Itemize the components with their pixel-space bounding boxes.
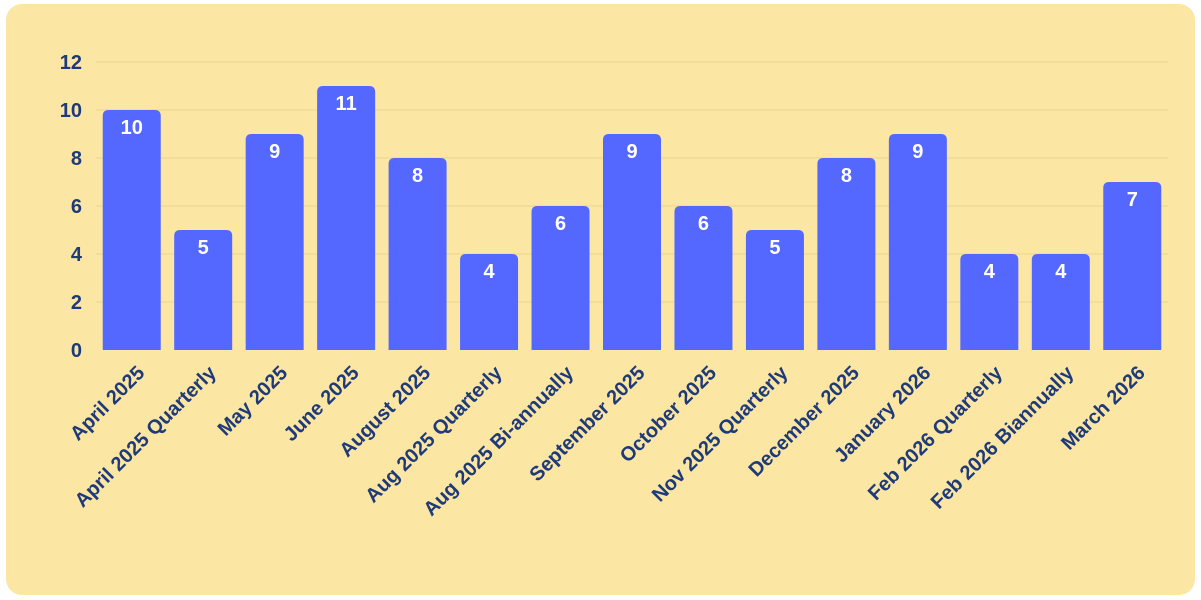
bar [1031, 254, 1090, 350]
y-tick-label: 8 [71, 148, 82, 170]
y-axis-ticks: 0 2 4 6 8 10 12 [60, 52, 83, 362]
bar [174, 230, 233, 350]
data-labels: 10 5 9 11 8 4 6 9 6 5 8 9 4 4 7 [121, 93, 1138, 283]
bar [102, 110, 161, 350]
x-tick-label: Aug 2025 Quarterly [361, 361, 507, 507]
bar-value-label: 4 [484, 261, 496, 283]
bar-value-label: 7 [1127, 189, 1138, 211]
bar-value-label: 4 [1055, 261, 1067, 283]
bar-value-label: 4 [984, 261, 996, 283]
y-tick-label: 2 [71, 292, 82, 314]
bar-value-label: 9 [912, 141, 923, 163]
bar-value-label: 10 [121, 117, 143, 139]
x-tick-label: Feb 2026 Quarterly [864, 361, 1008, 505]
bar [817, 158, 876, 350]
bar [1103, 182, 1162, 350]
bar-value-label: 5 [198, 237, 209, 259]
bar-value-label: 8 [412, 165, 423, 187]
y-tick-label: 0 [71, 340, 82, 362]
bar [745, 230, 804, 350]
bar [960, 254, 1019, 350]
bar-chart: 0 2 4 6 8 10 12 10 5 9 11 8 4 6 9 6 5 8 9 4 4 7 April 2025Ap… [60, 52, 1168, 521]
x-tick-label: Feb 2026 Biannually [927, 361, 1079, 513]
bar [317, 86, 376, 350]
bar [603, 134, 661, 350]
bar [888, 134, 947, 350]
y-tick-label: 10 [60, 100, 82, 122]
bar-value-label: 11 [336, 93, 357, 115]
y-tick-label: 12 [60, 52, 82, 74]
y-tick-label: 6 [71, 196, 82, 218]
bar-value-label: 9 [269, 141, 280, 163]
y-tick-label: 4 [71, 244, 83, 266]
bar [460, 254, 519, 350]
bar-value-label: 6 [555, 213, 566, 235]
bar [531, 206, 590, 350]
bar [245, 134, 304, 350]
bar-value-label: 5 [769, 237, 780, 259]
x-tick-label: April 2025 Quarterly [71, 361, 222, 512]
bar-value-label: 9 [626, 141, 637, 163]
bars [102, 86, 1162, 350]
bar [388, 158, 447, 350]
bar-value-label: 8 [841, 165, 852, 187]
chart-card: 0 2 4 6 8 10 12 10 5 9 11 8 4 6 9 6 5 8 9 4 4 7 April 2025 Ap… [6, 4, 1195, 595]
x-tick-label: Nov 2025 Quarterly [648, 361, 793, 506]
bar-value-label: 6 [698, 213, 709, 235]
bar [674, 206, 733, 350]
